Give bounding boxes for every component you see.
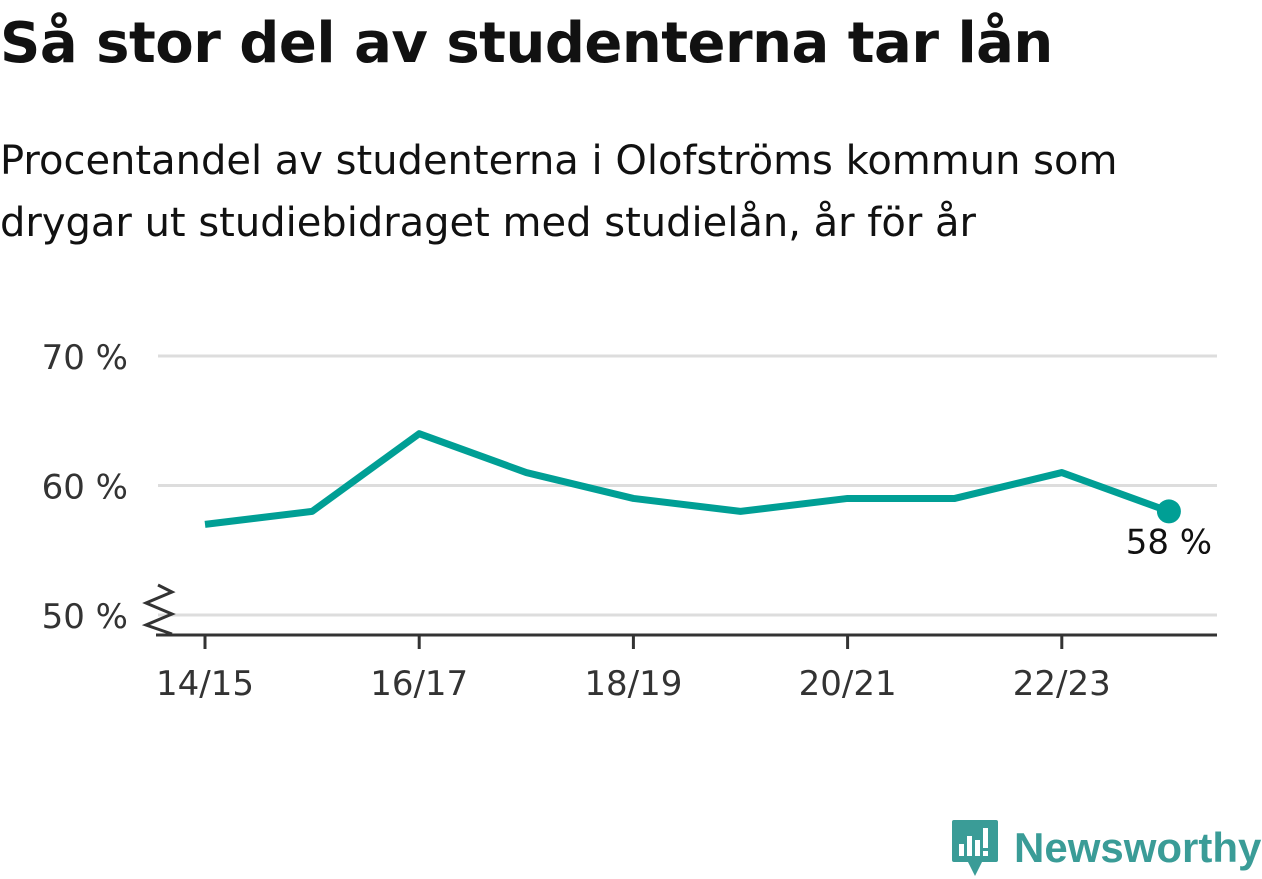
x-tick-label-0: 14/15 [156,664,254,704]
y-tick-label-70: 70 % [42,338,128,378]
x-tick-label-8: 22/23 [1013,664,1111,704]
newsworthy-logo-icon [952,820,998,876]
brand-name: Newsworthy [1014,824,1262,871]
series [204,430,1181,528]
x-tick-label-6: 20/21 [799,664,897,704]
x-tick-label-2: 16/17 [370,664,468,704]
end-value-label: 58 % [1126,522,1212,562]
axes [141,583,1217,649]
labels: 50 % 60 % 70 % 14/15 16/17 18/19 20/21 22/23 58 … [42,338,1212,704]
chart-title: Så stor del av studenterna tar lån [0,11,1053,76]
newsworthy-logo: Newsworthy [950,818,1261,878]
chart-subtitle: Procentandel av studenterna i Olofströms… [0,138,1118,246]
y-axis-break-icon [141,583,176,636]
end-point-marker [1156,499,1181,524]
y-tick-label-50: 50 % [42,597,128,637]
gridlines [158,354,1217,617]
y-tick-label-60: 60 % [42,468,128,508]
x-tick-label-4: 18/19 [584,664,682,704]
series-line [204,430,1171,528]
